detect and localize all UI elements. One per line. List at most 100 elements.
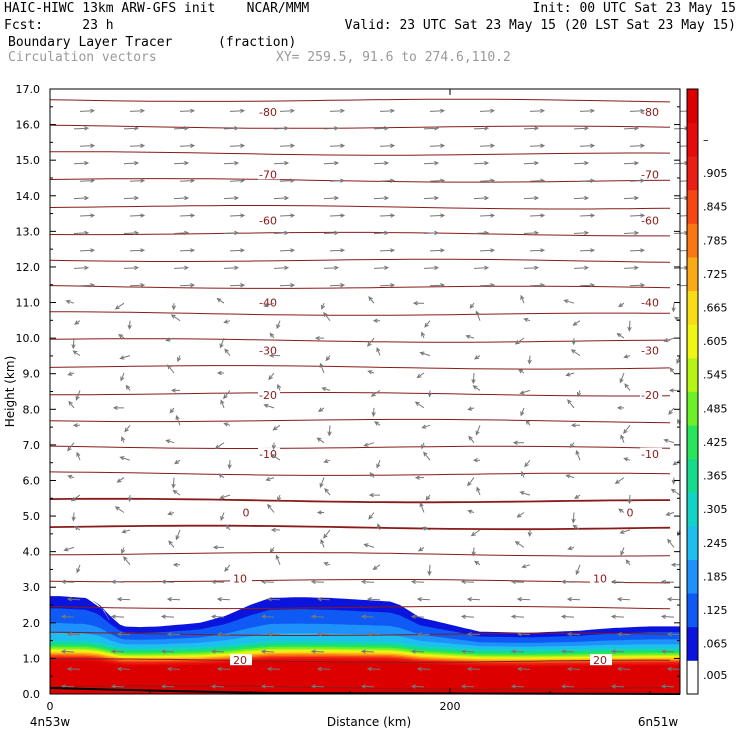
circulation-vector	[623, 354, 631, 359]
circulation-vector	[67, 371, 75, 376]
circulation-vector	[468, 435, 475, 444]
colorbar-label: .005	[703, 669, 728, 682]
circulation-vector	[171, 303, 177, 311]
circulation-vector	[71, 338, 76, 350]
circulation-vector	[514, 541, 525, 548]
header-line2-left: Fcst: 23 h	[4, 18, 114, 33]
colorbar-label: .485	[703, 402, 728, 415]
colorbar-swatch	[687, 593, 698, 628]
circulation-vector	[479, 143, 496, 148]
circulation-vector	[416, 597, 431, 602]
isotherm-label-bg	[640, 106, 662, 118]
circulation-vector	[279, 213, 296, 218]
circulation-vector	[179, 248, 196, 253]
circulation-vector	[66, 597, 81, 602]
circulation-vector	[212, 545, 224, 550]
circulation-vector	[310, 649, 325, 654]
circulation-vector	[518, 368, 525, 374]
circulation-vector	[119, 456, 131, 461]
circulation-vector	[572, 524, 581, 531]
circulation-vector	[623, 457, 631, 462]
circulation-vector	[379, 283, 396, 288]
circulation-vector	[273, 126, 290, 131]
circulation-vector	[173, 126, 190, 131]
isotherm-line	[49, 524, 671, 531]
circulation-vector	[323, 561, 331, 567]
circulation-vector	[179, 143, 196, 148]
colorbar-swatch	[687, 660, 698, 695]
circulation-vector	[427, 390, 433, 398]
colorbar-swatch	[687, 391, 698, 426]
circulation-vector	[363, 442, 375, 447]
colorbar-label: .785	[703, 234, 728, 247]
circulation-vector	[160, 684, 175, 689]
circulation-vector	[673, 161, 690, 166]
circulation-vector	[414, 401, 425, 409]
circulation-vector	[173, 230, 190, 236]
circulation-vector	[629, 108, 646, 114]
circulation-vector	[616, 332, 625, 339]
circulation-vector	[573, 161, 590, 166]
y-tick-label: 9.0	[23, 368, 41, 381]
circulation-vector	[670, 562, 680, 568]
circulation-vector	[379, 248, 396, 253]
circulation-vector	[465, 334, 475, 339]
circulation-vector	[79, 213, 96, 218]
circulation-vector	[68, 400, 75, 409]
circulation-vector	[667, 538, 675, 548]
circulation-vector	[565, 474, 575, 479]
circulation-vector	[412, 301, 424, 306]
circulation-vector	[75, 390, 81, 401]
circulation-vector	[573, 230, 590, 236]
circulation-vector	[475, 425, 481, 436]
circulation-vector	[79, 108, 96, 114]
colorbar-swatch	[687, 425, 698, 460]
isotherm-line	[49, 365, 671, 370]
circulation-vector	[571, 338, 577, 346]
colorbar-swatch	[687, 626, 698, 661]
circulation-vector	[563, 299, 575, 304]
circulation-vector	[479, 248, 496, 253]
circulation-vector	[229, 143, 246, 148]
y-tick-label: 14.0	[16, 190, 41, 203]
isotherm-line	[49, 552, 671, 557]
circulation-vector	[660, 684, 675, 689]
circulation-vector	[367, 370, 375, 375]
isotherm-line	[49, 579, 671, 584]
circulation-vector	[224, 348, 231, 356]
circulation-vector	[224, 564, 231, 573]
circulation-vector	[277, 494, 282, 502]
circulation-vector	[523, 265, 540, 271]
isotherm-line	[49, 124, 671, 129]
circulation-vector	[123, 230, 140, 236]
circulation-vector	[116, 477, 125, 483]
header-line4-xy: XY= 259.5, 91.6 to 274.6,110.2	[276, 50, 511, 65]
circulation-vector	[129, 283, 146, 288]
circulation-vector	[474, 560, 481, 566]
circulation-vector	[525, 419, 531, 426]
circulation-vector	[325, 355, 331, 362]
circulation-vector	[125, 384, 131, 391]
circulation-vector	[429, 108, 446, 114]
isotherm-label: -60	[641, 215, 659, 228]
isotherm-label: 10	[233, 572, 247, 585]
y-tick-label: 12.0	[16, 261, 41, 274]
circulation-vector	[66, 666, 81, 672]
colorbar-label: .605	[703, 335, 728, 348]
circulation-vector	[565, 372, 575, 377]
circulation-vector	[329, 213, 346, 218]
circulation-vector	[379, 213, 396, 218]
circulation-vector	[329, 178, 346, 183]
circulation-vector	[271, 442, 277, 450]
circulation-vector	[279, 143, 296, 148]
circulation-vector	[268, 353, 280, 358]
y-tick-label: 16.0	[16, 119, 41, 132]
circulation-vector	[173, 161, 190, 166]
circulation-vector	[129, 178, 146, 183]
circulation-vector	[223, 230, 240, 236]
circulation-vector	[616, 666, 631, 672]
circulation-vector	[110, 684, 125, 689]
circulation-vector	[79, 178, 96, 183]
circulation-vector	[320, 538, 325, 548]
colorbar-label: .545	[703, 369, 728, 382]
